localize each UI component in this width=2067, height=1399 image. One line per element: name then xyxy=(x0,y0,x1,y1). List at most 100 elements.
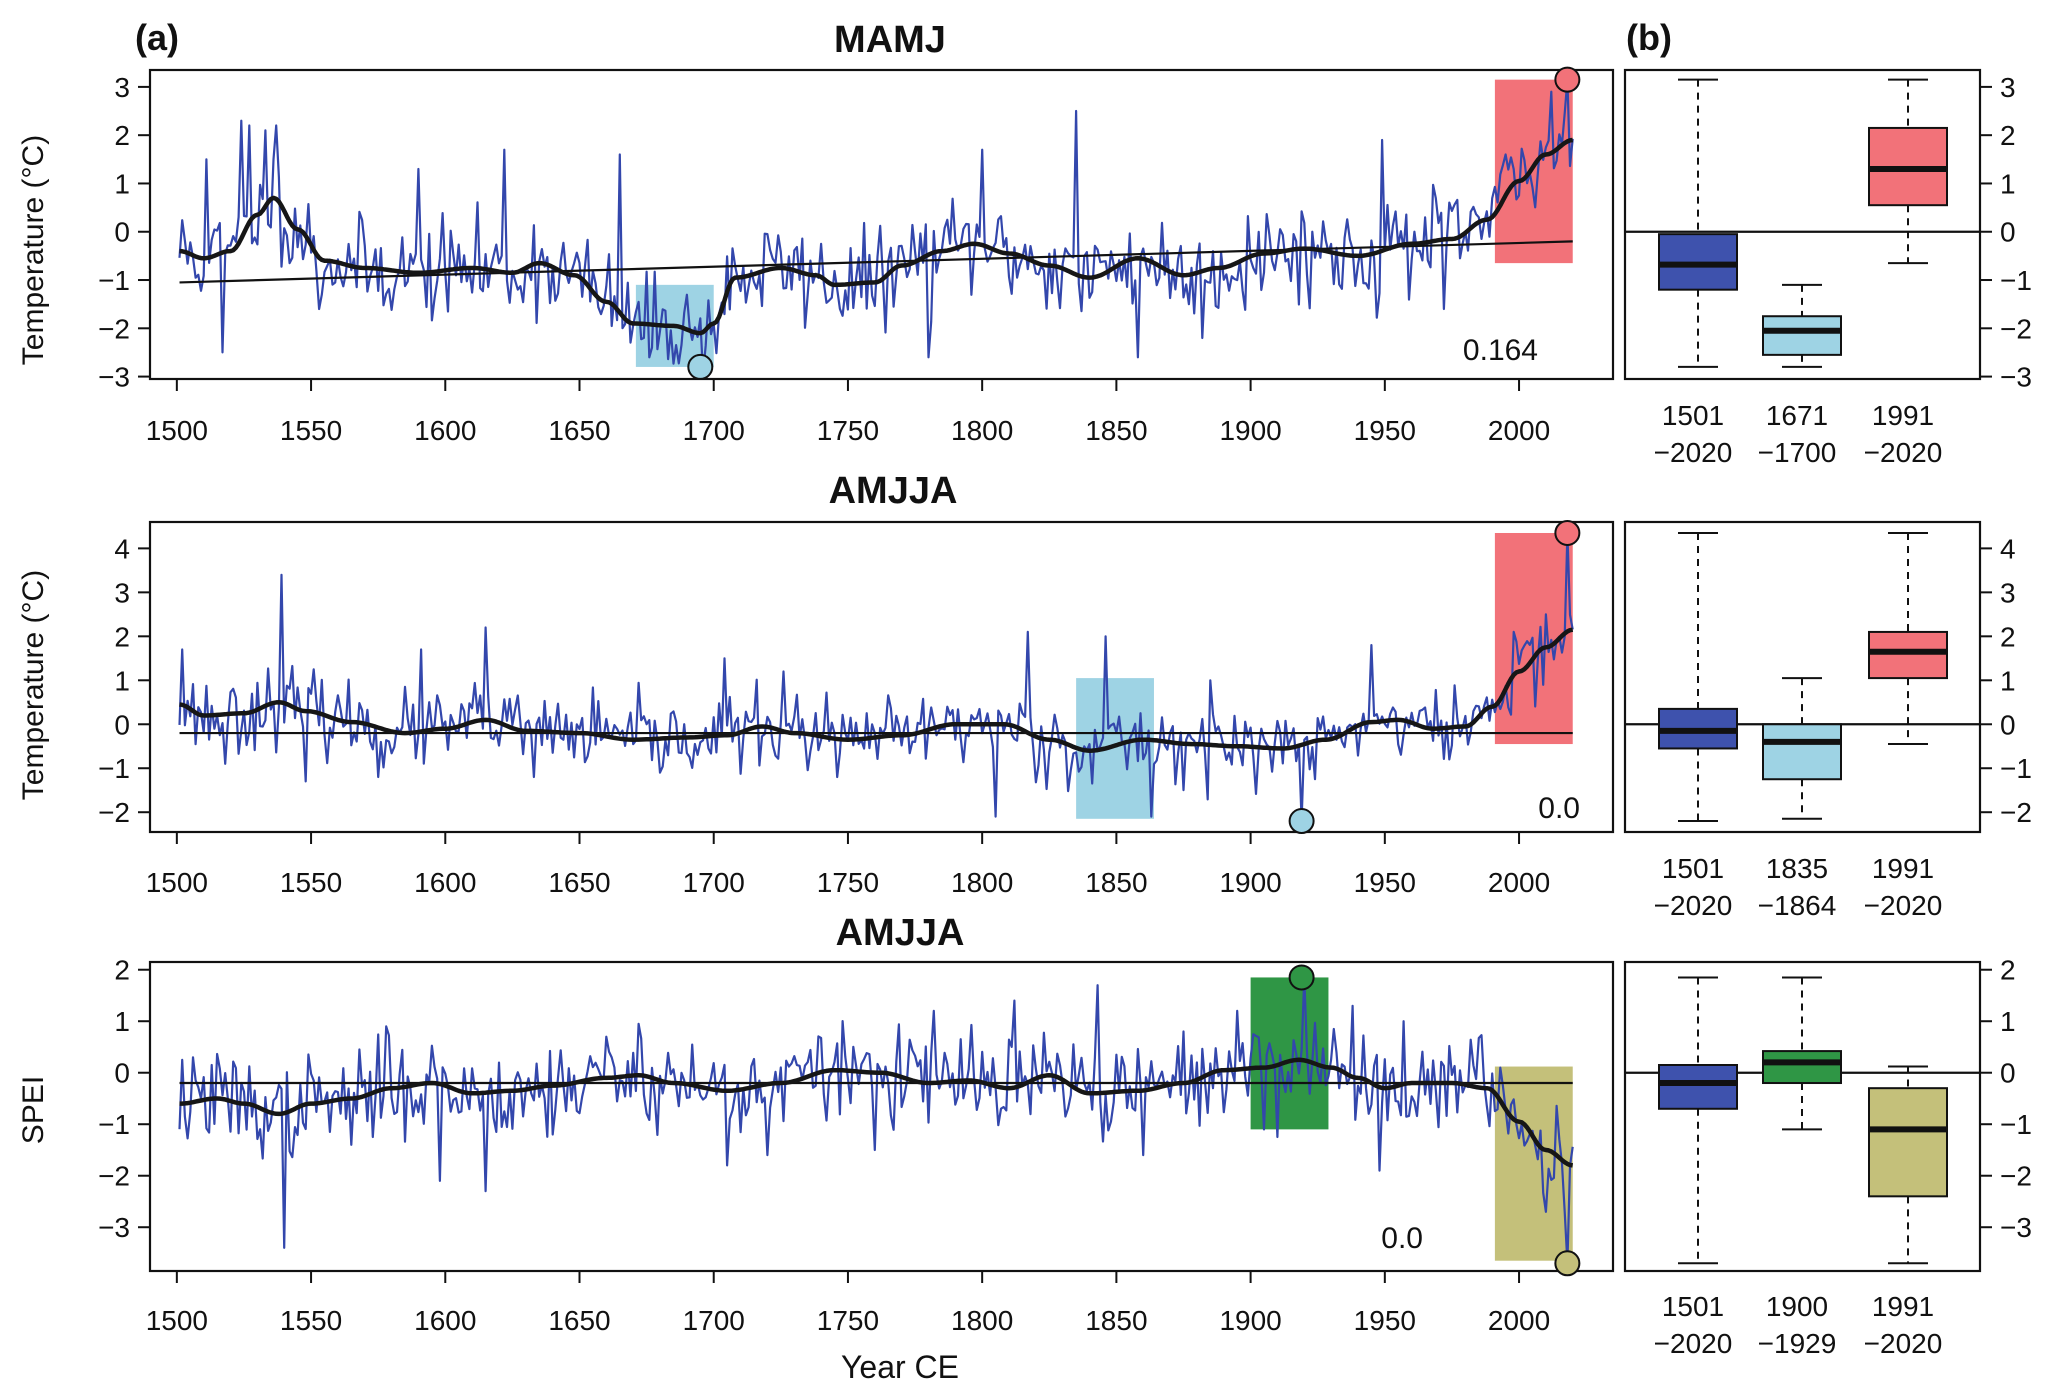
y-tick-label--3: −3 xyxy=(98,1212,130,1243)
x-tick-label-1500: 1500 xyxy=(146,415,208,446)
row-2-trend-value: 0.0 xyxy=(1538,792,1580,825)
row-1-timeseries-frame xyxy=(148,68,1615,381)
box-label-bottom-0: −2020 xyxy=(1654,437,1733,468)
panel-a-label: (a) xyxy=(135,17,179,58)
box-label-top-0: 1501 xyxy=(1662,400,1724,431)
row-3-ylabel: SPEI xyxy=(17,1076,50,1144)
box-label-top-0: 1501 xyxy=(1662,1291,1724,1322)
y-tick-label-3: 3 xyxy=(114,72,130,103)
row-3-timeseries-plot: 1500 1550 1600 1650 1700 1750 1800 1850 1900 1950… xyxy=(98,955,1581,1336)
x-tick-label-1900: 1900 xyxy=(1219,1305,1281,1336)
row-2-boxplot-frame xyxy=(1623,520,1982,834)
box-label-bottom-1: −1929 xyxy=(1758,1328,1837,1359)
box-label-top-2: 1991 xyxy=(1872,853,1934,884)
boxplot-y-tick-label--1: −1 xyxy=(2000,265,2032,296)
x-tick-label-1800: 1800 xyxy=(951,867,1013,898)
smoothed-line xyxy=(179,1057,1574,1168)
x-tick-label-1600: 1600 xyxy=(414,1305,476,1336)
y-tick-label-0: 0 xyxy=(114,217,130,248)
boxplot-y-tick-label-2: 2 xyxy=(2000,621,2016,652)
boxplot-y-tick-label-1: 1 xyxy=(2000,168,2016,199)
row-2-title: AMJJA xyxy=(829,470,958,512)
boxplot-y-tick-label-1: 1 xyxy=(2000,665,2016,696)
x-tick-label-1500: 1500 xyxy=(146,867,208,898)
row-1-trend-value: 0.164 xyxy=(1463,334,1538,367)
box-2 xyxy=(1868,630,1948,680)
x-tick-label-1600: 1600 xyxy=(414,415,476,446)
y-tick-label-2: 2 xyxy=(114,955,130,986)
extreme-marker-1919 xyxy=(1288,964,1315,991)
x-tick-label-2000: 2000 xyxy=(1488,415,1550,446)
y-tick-label-1: 1 xyxy=(114,665,130,696)
boxplot-y-tick-label-3: 3 xyxy=(2000,72,2016,103)
x-tick-label-1650: 1650 xyxy=(548,415,610,446)
y-tick-label--2: −2 xyxy=(98,1161,130,1192)
x-tick-label-1850: 1850 xyxy=(1085,1305,1147,1336)
annual-series-line xyxy=(178,78,1574,376)
row-1-mamj-temperature: MAMJ Temperature (°C) 0.164 1500 1550 1600… xyxy=(17,19,2032,468)
x-tick-label-1800: 1800 xyxy=(951,1305,1013,1336)
y-tick-label-0: 0 xyxy=(114,709,130,740)
x-tick-label-1550: 1550 xyxy=(280,415,342,446)
row-2-timeseries-plot: 1500 1550 1600 1650 1700 1750 1800 1850 1900 1950… xyxy=(98,519,1581,898)
trend-line xyxy=(179,240,1573,284)
row-3-boxplot-frame xyxy=(1623,960,1982,1273)
boxplot-y-tick-label--3: −3 xyxy=(2000,1212,2032,1243)
row-2-amjja-temperature: AMJJA Temperature (°C) 0.0 1500 1550 1600 1… xyxy=(17,470,2032,921)
y-tick-label--3: −3 xyxy=(98,362,130,393)
y-tick-label-2: 2 xyxy=(114,621,130,652)
y-tick-label-0: 0 xyxy=(114,1058,130,1089)
box-label-top-2: 1991 xyxy=(1872,400,1934,431)
row-1-boxplot-frame xyxy=(1623,68,1982,381)
y-tick-label-3: 3 xyxy=(114,577,130,608)
boxplot-y-tick-label--1: −1 xyxy=(2000,1109,2032,1140)
box-label-bottom-1: −1864 xyxy=(1758,890,1837,921)
y-tick-label-2: 2 xyxy=(114,120,130,151)
extreme-marker-2018 xyxy=(1554,519,1581,546)
box-label-top-1: 1671 xyxy=(1766,400,1828,431)
highlight-period-1991-2020 xyxy=(1494,79,1573,264)
highlight-period-1991-2020 xyxy=(1494,1066,1573,1261)
row-3-timeseries-frame xyxy=(148,960,1615,1273)
row-3-title: AMJJA xyxy=(836,912,965,954)
box-1 xyxy=(1762,1050,1842,1085)
boxplot-y-tick-label-0: 0 xyxy=(2000,709,2016,740)
row-3-amjja-spei: AMJJA SPEI 0.0 1500 1550 1600 1650 1700 1750 1… xyxy=(17,912,2032,1359)
x-tick-label-2000: 2000 xyxy=(1488,1305,1550,1336)
row-3-trend-value: 0.0 xyxy=(1381,1222,1423,1255)
box-label-bottom-2: −2020 xyxy=(1864,890,1943,921)
box-2 xyxy=(1868,1087,1948,1198)
boxplot-y-tick-label-4: 4 xyxy=(2000,533,2016,564)
x-tick-label-1550: 1550 xyxy=(280,1305,342,1336)
box-label-bottom-2: −2020 xyxy=(1864,437,1943,468)
x-tick-label-1800: 1800 xyxy=(951,415,1013,446)
boxplot-y-tick-label--2: −2 xyxy=(2000,797,2032,828)
y-tick-label--1: −1 xyxy=(98,753,130,784)
x-tick-label-1750: 1750 xyxy=(817,867,879,898)
boxplot-y-tick-label-2: 2 xyxy=(2000,955,2016,986)
extreme-marker-1695 xyxy=(687,353,714,380)
extreme-marker-1919 xyxy=(1288,808,1315,835)
extreme-marker-2018 xyxy=(1554,1250,1581,1277)
x-tick-label-1550: 1550 xyxy=(280,867,342,898)
x-tick-label-1750: 1750 xyxy=(817,415,879,446)
boxplot-y-tick-label-1: 1 xyxy=(2000,1006,2016,1037)
y-tick-label--2: −2 xyxy=(98,313,130,344)
smoothed-line xyxy=(179,627,1574,753)
y-tick-label--2: −2 xyxy=(98,797,130,828)
x-tick-label-1500: 1500 xyxy=(146,1305,208,1336)
boxplot-y-tick-label--2: −2 xyxy=(2000,1161,2032,1192)
boxplot-y-tick-label-0: 0 xyxy=(2000,217,2016,248)
x-tick-label-1850: 1850 xyxy=(1085,415,1147,446)
boxplot-y-tick-label--1: −1 xyxy=(2000,753,2032,784)
box-label-top-0: 1501 xyxy=(1662,853,1724,884)
extreme-marker-2018 xyxy=(1554,66,1581,93)
boxplot-y-tick-label-3: 3 xyxy=(2000,577,2016,608)
annual-series-line xyxy=(178,531,1574,823)
y-tick-label--1: −1 xyxy=(98,265,130,296)
x-tick-label-1700: 1700 xyxy=(683,415,745,446)
x-tick-label-2000: 2000 xyxy=(1488,867,1550,898)
box-label-top-1: 1900 xyxy=(1766,1291,1828,1322)
row-1-title: MAMJ xyxy=(834,19,946,61)
